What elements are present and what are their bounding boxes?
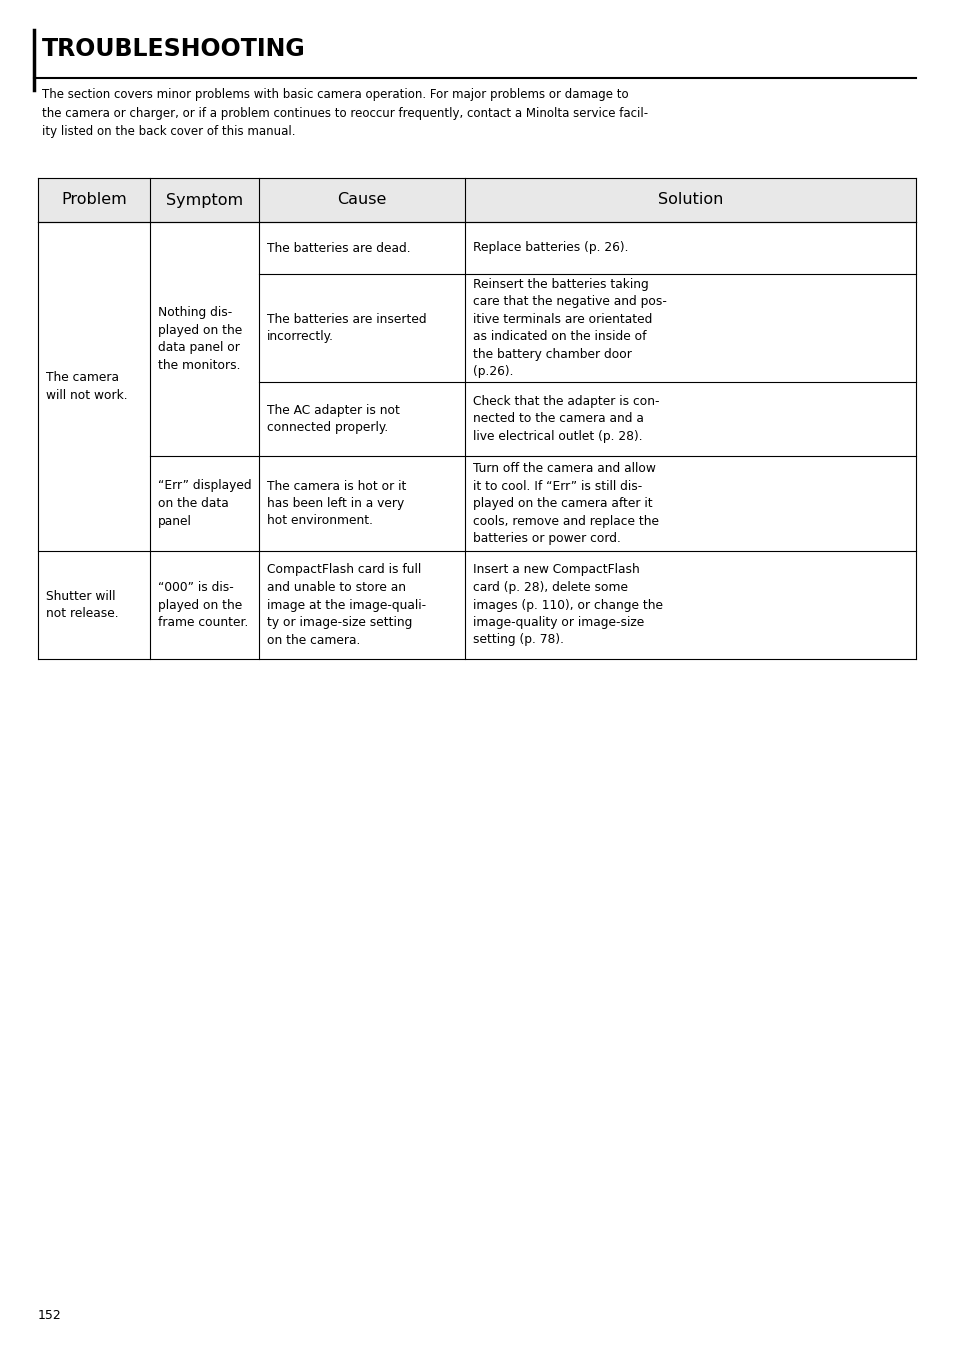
Text: Shutter will
not release.: Shutter will not release. [46, 589, 118, 621]
Text: The batteries are dead.: The batteries are dead. [267, 242, 410, 254]
Text: The batteries are inserted
incorrectly.: The batteries are inserted incorrectly. [267, 312, 426, 343]
Text: TROUBLESHOOTING: TROUBLESHOOTING [42, 37, 305, 61]
Text: The camera is hot or it
has been left in a very
hot environment.: The camera is hot or it has been left in… [267, 480, 406, 527]
Text: “000” is dis-
played on the
frame counter.: “000” is dis- played on the frame counte… [158, 581, 248, 629]
Bar [38, 178, 915, 222]
Text: The section covers minor problems with basic camera operation. For major problem: The section covers minor problems with b… [42, 88, 647, 138]
Text: “Err” displayed
on the data
panel: “Err” displayed on the data panel [158, 480, 252, 527]
Text: 152: 152 [38, 1309, 62, 1322]
Text: The AC adapter is not
connected properly.: The AC adapter is not connected properly… [267, 404, 399, 434]
Text: Solution: Solution [658, 192, 722, 207]
Text: Nothing dis-
played on the
data panel or
the monitors.: Nothing dis- played on the data panel or… [158, 307, 242, 372]
Text: Insert a new CompactFlash
card (p. 28), delete some
images (p. 110), or change t: Insert a new CompactFlash card (p. 28), … [473, 564, 662, 646]
Text: Problem: Problem [61, 192, 127, 207]
Text: Turn off the camera and allow
it to cool. If “Err” is still dis-
played on the c: Turn off the camera and allow it to cool… [473, 462, 659, 545]
Text: Symptom: Symptom [166, 192, 243, 207]
Text: Replace batteries (p. 26).: Replace batteries (p. 26). [473, 242, 628, 254]
Text: Cause: Cause [337, 192, 386, 207]
Text: The camera
will not work.: The camera will not work. [46, 372, 128, 402]
Text: Check that the adapter is con-
nected to the camera and a
live electrical outlet: Check that the adapter is con- nected to… [473, 395, 659, 443]
Text: Reinsert the batteries taking
care that the negative and pos-
itive terminals ar: Reinsert the batteries taking care that … [473, 277, 666, 379]
Text: CompactFlash card is full
and unable to store an
image at the image-quali-
ty or: CompactFlash card is full and unable to … [267, 564, 426, 646]
